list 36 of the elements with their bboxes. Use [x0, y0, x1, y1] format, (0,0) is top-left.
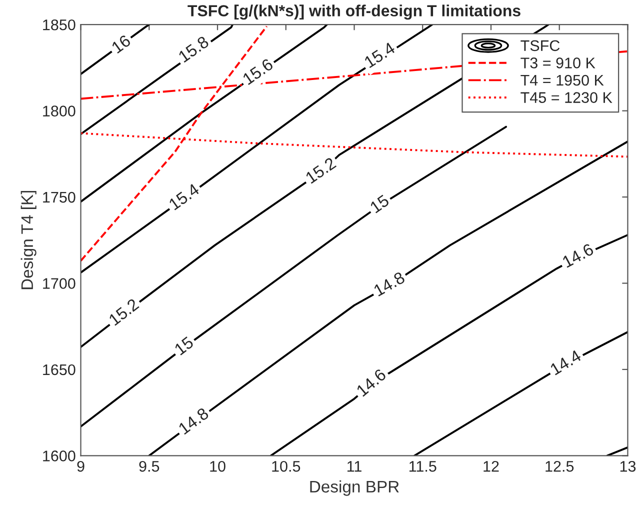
- annotation: 14.8: [178, 407, 210, 435]
- chart-title: TSFC [g/(kN*s)] with off-design T limitations: [188, 4, 520, 20]
- x-tick-label: 13: [620, 460, 636, 472]
- y-tick-label: 1600: [43, 450, 76, 462]
- annotation: 15.6: [242, 58, 274, 86]
- x-tick-label: 12: [484, 460, 499, 472]
- annotation: 15.4: [168, 183, 200, 210]
- legend-label: T3 = 910 K: [520, 58, 596, 68]
- x-tick-label: 11: [347, 461, 362, 472]
- annotation: 15: [174, 336, 194, 356]
- y-tick-label: 1800: [43, 106, 76, 116]
- legend-label: TSFC: [520, 40, 560, 52]
- x-tick-label: 9: [77, 460, 84, 472]
- x-tick-label: 10.5: [272, 460, 300, 472]
- y-tick-label: 1750: [43, 192, 76, 203]
- annotation: 15: [370, 194, 390, 214]
- legend-label: T45 = 1230 K: [520, 92, 612, 103]
- y-tick-label: 1700: [43, 278, 76, 289]
- annotation: 15.4: [364, 42, 396, 68]
- annotation: 15.2: [108, 298, 140, 326]
- annotation: 14.8: [373, 271, 406, 297]
- x-tick-label: 12.5: [546, 460, 574, 472]
- y-tick-label: 1650: [43, 364, 76, 376]
- y-axis-title: Design T4 [K]: [20, 190, 36, 290]
- annotation: 14.6: [562, 243, 594, 268]
- annotation: 15.8: [178, 36, 210, 63]
- x-axis-title: Design BPR: [310, 480, 399, 496]
- legend-label: T4 = 1950 K: [520, 74, 604, 86]
- annotation: 14.4: [550, 350, 582, 376]
- x-tick-label: 11.5: [409, 461, 436, 472]
- annotation: 15.2: [304, 156, 337, 184]
- y-tick-label: 1850: [43, 19, 76, 30]
- annotation: 14.6: [356, 368, 387, 397]
- annotation: 16: [111, 34, 132, 54]
- x-tick-label: 9.5: [139, 460, 160, 472]
- x-tick-label: 10: [210, 460, 226, 472]
